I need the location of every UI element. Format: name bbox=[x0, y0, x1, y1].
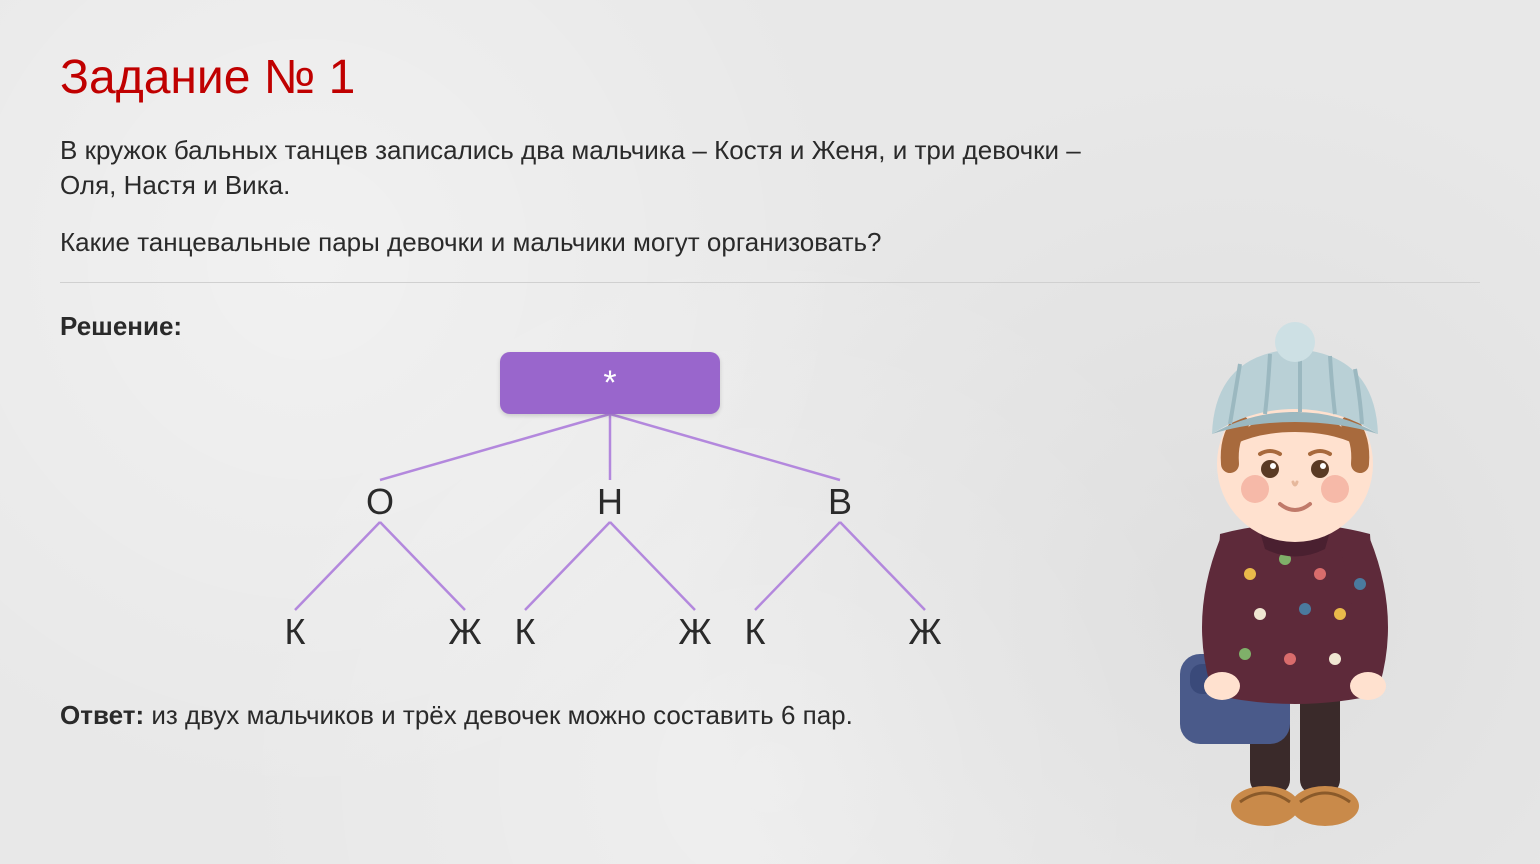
tree-node-O: О bbox=[366, 481, 394, 523]
answer-label: Ответ: bbox=[60, 700, 144, 730]
problem-text-1: В кружок бальных танцев записались два м… bbox=[60, 133, 1140, 203]
tree-leaf-1: Ж bbox=[448, 611, 481, 653]
tree-leaf-5: Ж bbox=[908, 611, 941, 653]
tree-node-N: Н bbox=[597, 481, 623, 523]
problem-text-2: Какие танцевальные пары девочки и мальчи… bbox=[60, 225, 1140, 260]
tree-leaf-2: К bbox=[515, 611, 536, 653]
tree-leaf-4: К bbox=[745, 611, 766, 653]
tree-leaf-3: Ж bbox=[678, 611, 711, 653]
task-title: Задание № 1 bbox=[60, 50, 1480, 105]
tree-root-label: * bbox=[603, 364, 616, 403]
tree-root-node: * bbox=[500, 352, 720, 414]
child-character-illustration bbox=[1100, 314, 1480, 834]
answer-text: из двух мальчиков и трёх девочек можно с… bbox=[144, 700, 853, 730]
divider bbox=[60, 282, 1480, 283]
tree-diagram: * ОНВКЖКЖКЖ bbox=[190, 352, 1090, 682]
tree-leaf-0: К bbox=[285, 611, 306, 653]
slide: Задание № 1 В кружок бальных танцев запи… bbox=[0, 0, 1540, 864]
tree-node-V: В bbox=[828, 481, 852, 523]
